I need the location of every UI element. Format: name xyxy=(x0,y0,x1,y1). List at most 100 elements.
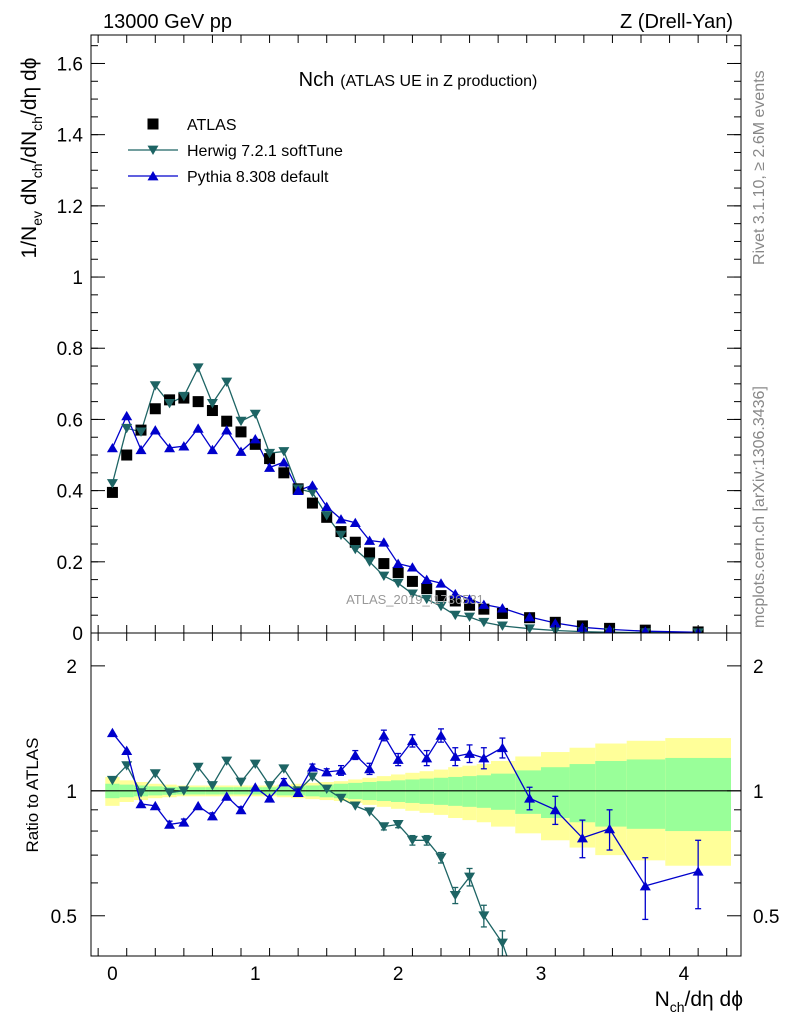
pythia-8-308-default-point-4 xyxy=(164,442,176,453)
atlas-point-12 xyxy=(278,467,290,479)
atlas-point-9 xyxy=(235,426,247,438)
pythia-8-308-default-point-6 xyxy=(192,423,204,433)
ratio-pythia-8-308-default-point-19 xyxy=(378,730,390,740)
ratio-y-tick-label-right-0: 0.5 xyxy=(753,907,779,928)
ratio-pythia-8-308-default-point-23 xyxy=(435,730,447,740)
pythia-8-308-default-point-1 xyxy=(121,410,133,421)
pythia-8-308-default-point-25 xyxy=(464,594,476,604)
band-green-25 xyxy=(462,776,477,807)
ratio-herwig-7-2-1-softtune-point-26 xyxy=(478,911,490,921)
ratio-herwig-7-2-1-softtune-point-16 xyxy=(335,793,347,804)
ratio-herwig-7-2-1-softtune-point-6 xyxy=(192,762,204,773)
ratio-pythia-8-308-default-point-1 xyxy=(121,745,133,755)
ratio-pythia-8-308-default-point-31 xyxy=(604,823,616,834)
ratio-pythia-8-308-default-point-2 xyxy=(135,798,147,809)
pythia-8-308-default-line xyxy=(111,414,699,633)
ratio-pythia-8-308-default-point-17 xyxy=(349,750,361,760)
pythia-8-308-default-point-18 xyxy=(364,535,376,545)
pythia-8-308-default-point-27 xyxy=(496,603,508,613)
herwig-7-2-1-softtune-point-6 xyxy=(192,363,204,373)
ratio-herwig-7-2-1-softtune-point-9 xyxy=(235,777,247,787)
ratio-pythia-8-308-default-point-22 xyxy=(421,753,433,763)
ratio-x-label: Nch/dη dϕ xyxy=(655,988,743,1015)
ratio-herwig-7-2-1-softtune-point-4 xyxy=(164,788,176,798)
herwig-7-2-1-softtune-point-24 xyxy=(449,610,461,621)
ratio-herwig-7-2-1-softtune-point-19 xyxy=(378,822,390,832)
pythia-8-308-default-point-20 xyxy=(392,558,404,568)
header-right: Z (Drell-Yan) xyxy=(620,11,733,33)
ratio-pythia-8-308-default-point-0 xyxy=(106,727,118,738)
atlas-point-26 xyxy=(478,603,490,615)
ratio-herwig-7-2-1-softtune-point-7 xyxy=(206,781,218,791)
ratio-herwig-7-2-1-softtune-point-5 xyxy=(178,786,190,796)
pythia-8-308-default-point-0 xyxy=(106,442,118,453)
rivet-label: Rivet 3.1.10, ≥ 2.6M events xyxy=(751,70,768,265)
ratio-pythia-8-308-default-point-26 xyxy=(478,753,490,763)
main-title-sub: (ATLAS UE in Z production) xyxy=(340,73,537,90)
main-title-main: Nch xyxy=(299,69,335,91)
atlas-point-7 xyxy=(206,405,218,417)
ratio-y-tick-label-right-1: 1 xyxy=(753,782,764,803)
pythia-8-308-default-point-23 xyxy=(435,578,447,588)
ratio-herwig-7-2-1-softtune-point-28 xyxy=(510,976,521,985)
pythia-8-308-default-point-2 xyxy=(135,444,147,455)
pythia-8-308-default-point-19 xyxy=(378,537,390,547)
main-y-tick-label-3: 0.6 xyxy=(57,410,83,431)
atlas-point-27 xyxy=(496,607,508,619)
ratio-herwig-7-2-1-softtune-point-25 xyxy=(464,872,476,882)
pythia-8-308-default-point-21 xyxy=(406,562,418,572)
main-y-tick-label-1: 0.2 xyxy=(57,553,83,574)
ratio-pythia-8-308-default-point-33 xyxy=(692,866,704,876)
ratio-pythia-8-308-default-point-7 xyxy=(206,810,218,821)
herwig-7-2-1-softtune-point-22 xyxy=(421,594,433,605)
herwig-7-2-1-softtune-point-25 xyxy=(464,612,476,622)
herwig-7-2-1-softtune-line xyxy=(111,366,699,633)
herwig-7-2-1-softtune-point-21 xyxy=(406,589,418,599)
ratio-herwig-7-2-1-softtune-point-2 xyxy=(135,788,147,798)
watermark: ATLAS_2019_I1736531 xyxy=(346,592,484,607)
herwig-7-2-1-softtune-point-1 xyxy=(121,423,133,434)
herwig-7-2-1-softtune-point-18 xyxy=(364,557,376,567)
herwig-7-2-1-softtune-point-15 xyxy=(321,511,333,521)
herwig-7-2-1-softtune-point-17 xyxy=(349,544,361,555)
ratio-herwig-7-2-1-softtune-point-17 xyxy=(349,801,361,811)
pythia-8-308-default-point-24 xyxy=(449,588,461,599)
atlas-point-8 xyxy=(221,415,233,427)
herwig-7-2-1-softtune-point-9 xyxy=(235,416,247,427)
ratio-herwig-7-2-1-softtune-point-1 xyxy=(121,761,133,771)
herwig-7-2-1-softtune-point-23 xyxy=(435,601,447,612)
atlas-point-1 xyxy=(121,449,133,461)
pythia-8-308-default-point-3 xyxy=(149,425,161,435)
atlas-point-21 xyxy=(406,575,418,587)
legend-pythia-8-308-default-label: Pythia 8.308 default xyxy=(187,169,329,186)
ratio-x-tick-label-0: 0 xyxy=(107,964,118,985)
atlas-point-6 xyxy=(192,396,204,408)
ratio-pythia-8-308-default-point-15 xyxy=(321,767,333,777)
ratio-herwig-7-2-1-softtune-point-10 xyxy=(249,759,261,770)
main-y-tick-label-6: 1.2 xyxy=(57,197,83,218)
pythia-8-308-default-point-32 xyxy=(641,626,650,633)
herwig-7-2-1-softtune-point-3 xyxy=(149,381,161,391)
ratio-pythia-8-308-default-line xyxy=(111,732,699,887)
ratio-pythia-8-308-default-point-3 xyxy=(149,800,161,811)
atlas-point-10 xyxy=(249,438,261,450)
atlas-point-25 xyxy=(464,599,476,611)
main-y-tick-label-7: 1.4 xyxy=(57,126,84,147)
ratio-herwig-7-2-1-softtune-point-12 xyxy=(278,764,290,774)
ratio-pythia-8-308-default-point-13 xyxy=(292,787,304,798)
herwig-7-2-1-softtune-point-26 xyxy=(478,617,490,628)
ratio-plot-area xyxy=(91,727,741,985)
pythia-8-308-default-point-7 xyxy=(206,444,218,455)
ratio-herwig-7-2-1-softtune-point-24 xyxy=(449,890,461,901)
ratio-pythia-8-308-default-point-4 xyxy=(164,819,176,829)
pythia-8-308-default-point-9 xyxy=(235,446,247,456)
pythia-8-308-default-point-22 xyxy=(421,574,433,585)
main-y-tick-label-5: 1 xyxy=(72,268,83,289)
header-left: 13000 GeV pp xyxy=(103,11,232,33)
ratio-pythia-8-308-default-point-12 xyxy=(278,777,290,787)
pythia-8-308-default-point-29 xyxy=(549,618,561,628)
legend: ATLAS Herwig 7.2.1 softTune Pythia 8.308 d… xyxy=(128,117,343,186)
main-y-tick-label-4: 0.8 xyxy=(57,339,83,360)
ratio-herwig-7-2-1-softtune-point-21 xyxy=(406,835,418,846)
